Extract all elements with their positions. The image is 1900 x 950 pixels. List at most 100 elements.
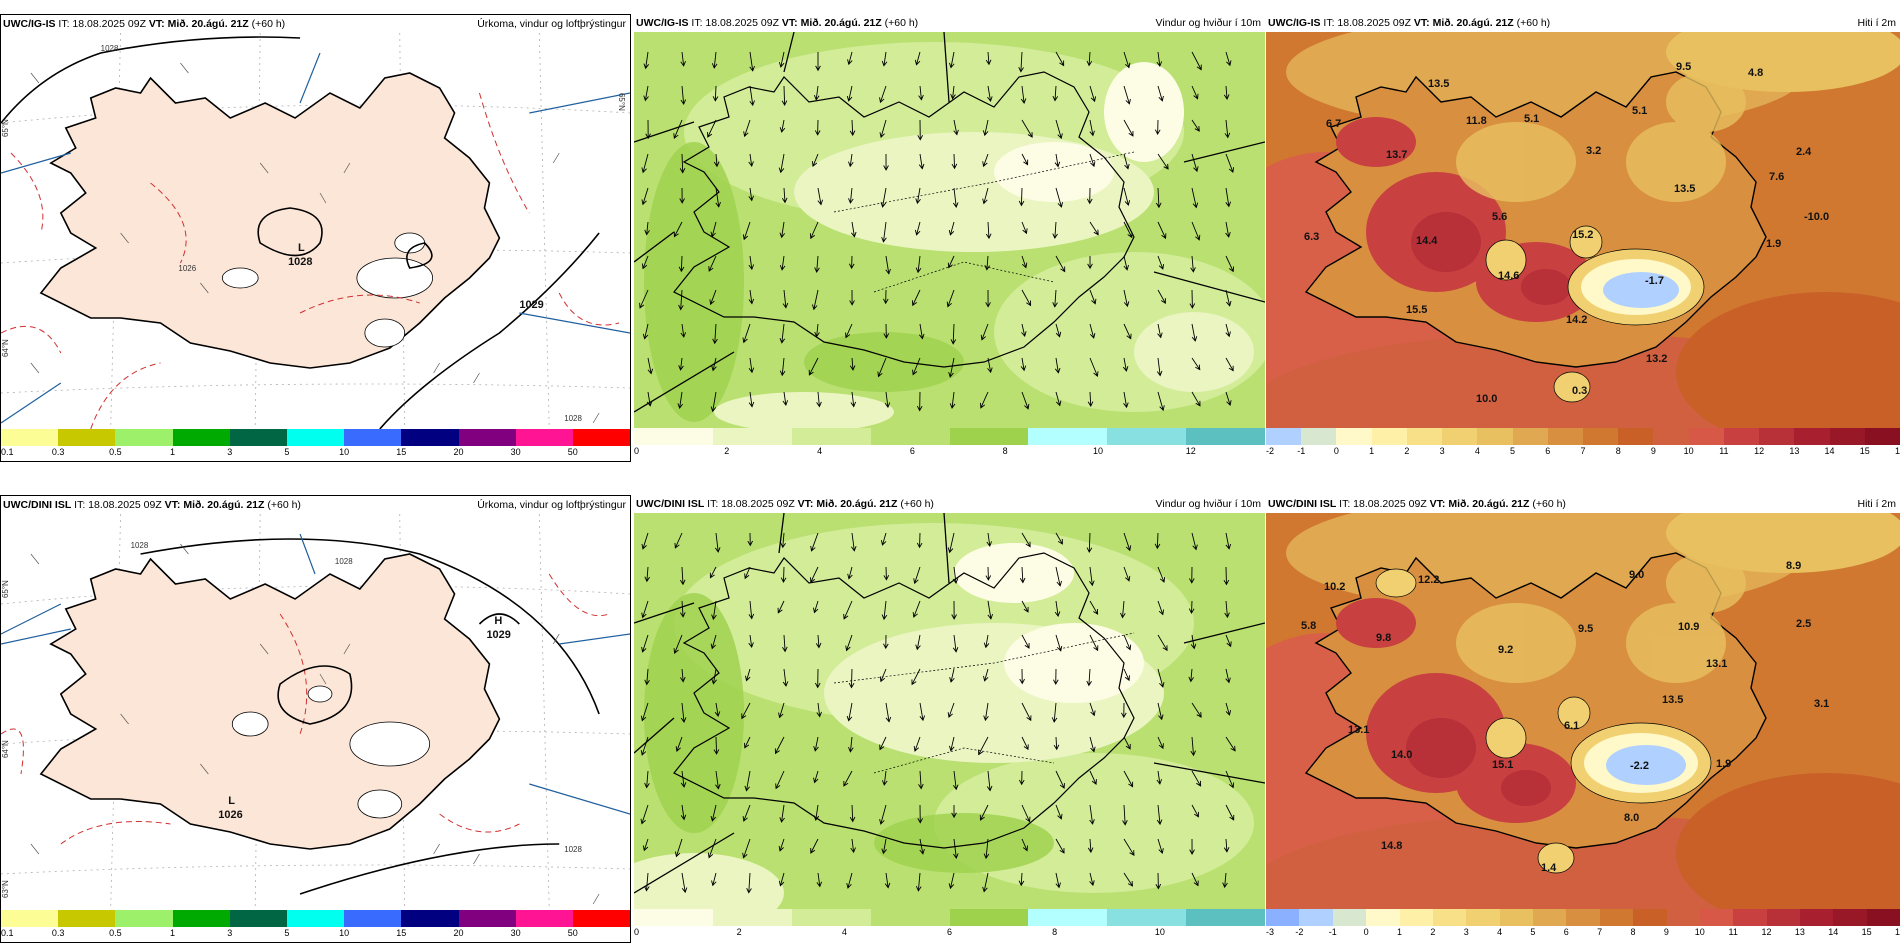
colorbar-swatch xyxy=(1186,428,1265,445)
wind-arrow xyxy=(913,736,921,752)
wind-arrow xyxy=(851,221,857,238)
wind-arrow xyxy=(881,838,887,855)
wind-arrow xyxy=(1018,51,1024,73)
valid-time: Mið. 20.ágú. 21Z xyxy=(813,498,898,510)
temperature-value-label: 9.0 xyxy=(1629,569,1644,581)
colorbar-swatch xyxy=(515,429,573,446)
wind-arrow xyxy=(1021,736,1029,751)
wind-arrow xyxy=(1021,221,1028,235)
colorbar-swatch xyxy=(1406,428,1443,445)
wind-arrow xyxy=(1055,187,1063,208)
wind-arrow xyxy=(748,357,755,374)
wind-arrow xyxy=(815,634,822,649)
wind-arrow xyxy=(915,872,922,892)
wind-arrow xyxy=(848,187,854,204)
lead-time: (+60 h) xyxy=(1513,17,1551,29)
wind-arrow xyxy=(781,85,788,107)
model-name: UWC/DINI ISL xyxy=(636,498,705,510)
wind-arrow xyxy=(952,770,959,791)
wind-arrow xyxy=(948,872,955,890)
lat-label: 65°N xyxy=(1,119,10,137)
wind-arrow xyxy=(711,357,717,372)
colorbar-tick: -2 xyxy=(1295,927,1304,937)
wind-arrow xyxy=(983,668,989,682)
wind-arrow xyxy=(1053,736,1060,751)
wind-arrow xyxy=(748,255,755,271)
wind-arrow xyxy=(1052,289,1058,308)
wind-arrow xyxy=(680,51,686,67)
valid-time: Mið. 20.ágú. 21Z xyxy=(180,499,265,511)
wind-arrow xyxy=(1123,532,1132,552)
wind-arrow xyxy=(1089,566,1095,587)
wind-arrow xyxy=(1086,187,1093,205)
colorbar-tick: 15 xyxy=(396,928,407,938)
wind-arrow xyxy=(915,187,921,205)
wind-arrow xyxy=(1055,255,1066,273)
colorbar-swatch xyxy=(229,429,287,446)
colorbar-swatch xyxy=(1733,909,1767,926)
wind-arrow xyxy=(884,391,891,409)
wind-arrow xyxy=(918,770,924,790)
temperature-value-label: 15.2 xyxy=(1572,229,1593,241)
wind-arrow xyxy=(953,838,959,860)
init-time: IT: 18.08.2025 09Z xyxy=(1320,17,1414,29)
colorbar-swatch xyxy=(1466,909,1500,926)
wind-arrow xyxy=(1225,736,1236,752)
colorbar-tick: 6 xyxy=(946,927,953,937)
wind-arrow xyxy=(810,838,819,854)
wind-arrow xyxy=(781,187,788,204)
wind-arrow xyxy=(1157,323,1163,339)
temp-ticks: -2-1012345678910111213141516 xyxy=(1266,445,1900,457)
panel-header: UWC/DINI ISL IT: 18.08.2025 09Z VT: Mið.… xyxy=(1266,495,1900,513)
temperature-value-label: 13.2 xyxy=(1646,353,1667,365)
colorbar-tick: 10 xyxy=(1154,927,1165,937)
temperature-value-label: 1.9 xyxy=(1716,758,1731,770)
panel-temp-top: UWC/IG-IS IT: 18.08.2025 09Z VT: Mið. 20… xyxy=(1266,14,1900,462)
model-name: UWC/IG-IS xyxy=(3,18,56,30)
wind-arrow xyxy=(1191,119,1200,132)
wind-arrow xyxy=(741,702,751,720)
wind-arrow xyxy=(674,838,683,858)
wind-arrow xyxy=(1225,634,1232,648)
temperature-value-label: 5.8 xyxy=(1301,620,1316,632)
valid-time-label: VT: xyxy=(164,499,181,511)
wind-arrow xyxy=(1225,51,1232,67)
colorbar-tick: 0.3 xyxy=(51,447,65,457)
colorbar-swatch xyxy=(1582,428,1619,445)
colorbar-tick: 1 xyxy=(170,447,176,457)
wind-arrow xyxy=(1018,187,1025,207)
wind-arrow xyxy=(1190,634,1197,650)
wind-ticks: 0 2 4 6 8 10 12 xyxy=(634,445,1265,457)
wind-arrow xyxy=(742,838,751,859)
wind-arrow xyxy=(881,770,888,786)
wind-arrow xyxy=(987,357,993,374)
colorbar-tick: 14 xyxy=(1824,446,1835,456)
wind-arrow xyxy=(712,85,719,102)
wind-arrow xyxy=(918,153,925,170)
wind-arrow xyxy=(1191,391,1201,407)
wind-arrow xyxy=(643,51,650,70)
panel-header: UWC/IG-IS IT: 18.08.2025 09Z VT: Mið. 20… xyxy=(1,15,630,33)
wind-arrow xyxy=(680,600,686,618)
colorbar-tick: 8 xyxy=(1630,927,1636,937)
colorbar-swatch xyxy=(1332,909,1367,926)
colorbar-tick: -2 xyxy=(1266,446,1275,456)
wind-arrow xyxy=(1055,119,1063,140)
wind-arrow xyxy=(715,770,721,790)
wind-arrow xyxy=(779,804,785,823)
colorbar-swatch xyxy=(1107,909,1187,926)
init-time: IT: 18.08.2025 09Z xyxy=(71,499,165,511)
lead-time: (+60 h) xyxy=(1529,498,1566,510)
wind-ticks: 0 2 4 6 8 10 xyxy=(634,926,1265,938)
wind-arrow xyxy=(811,153,819,168)
map-precip-top: L 1028 1029 1028 1026 1028 65°N 64°N 65°… xyxy=(1,33,630,429)
wind-arrow xyxy=(1156,804,1163,826)
wind-arrow xyxy=(1019,668,1025,685)
wind-arrow xyxy=(879,668,887,683)
wind-arrow xyxy=(911,289,921,307)
wind-arrow xyxy=(881,51,888,67)
wind-arrow xyxy=(644,668,650,686)
temperature-value-label: 6.3 xyxy=(1304,231,1319,243)
wind-arrow xyxy=(816,391,822,408)
wind-arrow xyxy=(882,289,889,305)
